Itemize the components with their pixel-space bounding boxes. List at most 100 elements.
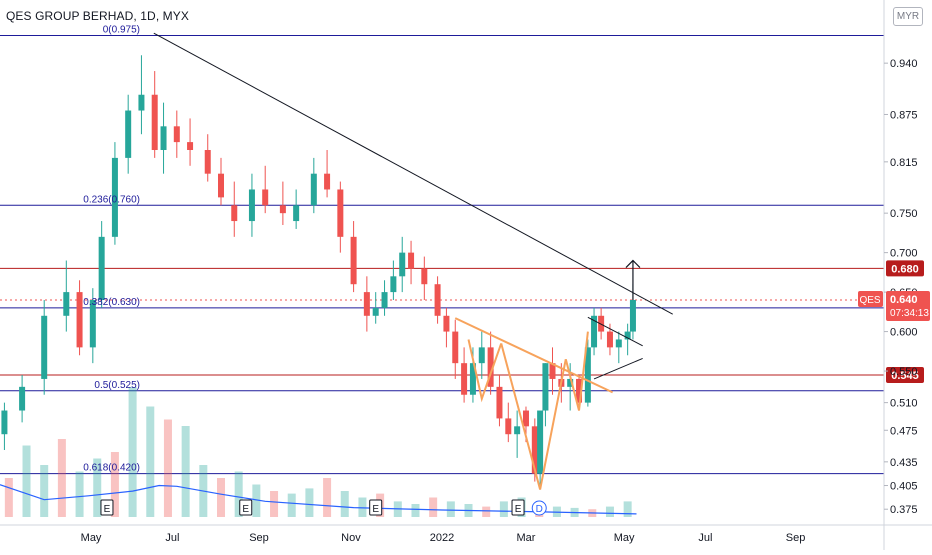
time-tick-label: Sep [249,532,269,544]
earnings-marker-label: E [104,504,111,515]
candle-body [41,315,48,379]
trendline-downtrend[interactable] [153,32,673,315]
candle-body [204,150,211,174]
earnings-marker-label: E [242,504,249,515]
fib-level-label: 0.618(0.420) [83,463,140,474]
candle-body [408,252,415,269]
candle-body [549,363,556,379]
time-tick-label: May [614,532,635,544]
bar-countdown: 07:34:13 [890,308,929,319]
volume-bar [181,426,190,517]
trendlines [153,32,673,490]
volume-bar [411,504,420,517]
price-tick-label: 0.475 [890,425,918,437]
candle-body [63,292,70,316]
trendline-triangle-upper[interactable] [587,316,643,347]
candle-body [350,236,357,285]
candle-body [505,418,512,435]
candle-body [1,410,8,435]
price-tick-label: 0.815 [890,157,918,169]
candle-body [248,189,255,222]
candle-body [231,205,238,222]
earnings-marker[interactable] [239,499,253,516]
earnings-marker[interactable] [511,499,525,516]
currency-button[interactable]: MYR [893,7,923,26]
candle-body [615,339,622,348]
horizontal-levels [0,267,884,376]
price-tick-label: 0.700 [890,248,918,260]
price-tick-label: 0.435 [890,457,918,469]
symbol-badge-label: QES [859,295,880,306]
volume-bar [57,439,66,517]
fib-level-lines [0,35,884,475]
last-price-badge [886,291,930,321]
projection-arrow-head [625,259,641,268]
candle-body [310,173,317,206]
candle-body [496,386,503,419]
price-level-badge [886,367,924,383]
volume-bar [22,445,31,517]
candle-body [478,347,485,364]
candle-body [372,307,379,316]
price-tick-label: 0.875 [890,109,918,121]
time-tick-label: Mar [517,532,536,544]
pattern-left-shoulder[interactable] [467,339,503,403]
chart-title: QES GROUP BERHAD, 1D, MYX [6,9,189,23]
volume-bar [429,497,438,517]
price-tick-label: 0.405 [890,481,918,493]
volume-bar [128,387,137,517]
volume-bar [446,501,455,517]
candle-body [461,363,468,395]
candle-body [452,331,459,364]
pattern-head[interactable] [500,343,567,490]
volume-bar [340,491,349,517]
candle-body [160,126,167,150]
fib-level-label: 0.382(0.630) [83,297,140,308]
candle-body [324,173,331,190]
volume-bar [146,406,155,517]
candle-body [584,347,591,403]
candle-body [522,410,529,427]
volume-bar [287,493,296,517]
candle-body [542,363,549,411]
earnings-marker[interactable] [100,499,114,516]
candle-body [591,315,598,348]
dividend-marker[interactable] [531,500,547,516]
candle-body [624,331,631,340]
volume-bar [482,506,491,517]
dividend-marker-label: D [536,504,543,515]
price-tick-label: 0.750 [890,208,918,220]
fib-labels: 0(0.975) 0.236(0.760) 0.382(0.630) 0.5(0.52… [83,25,140,474]
candle-body [173,126,180,143]
earnings-marker[interactable] [369,499,383,516]
candle-body [19,386,26,411]
price-tick-label: 0.940 [890,58,918,70]
candle-body [629,300,636,332]
trendline-triangle-lower[interactable] [593,357,643,380]
pattern-right-shoulder[interactable] [564,331,589,411]
candle-body [606,331,613,348]
symbol-badge[interactable] [858,291,883,307]
candle-body [293,205,300,222]
fib-level-label: 0.236(0.760) [83,194,140,205]
volume-bar [323,478,332,517]
price-tick-label: 0.510 [890,398,918,410]
candle-body [89,300,96,348]
earnings-marker-label: E [372,504,379,515]
price-tick-label: 0.600 [890,327,918,339]
earnings-marker-label: E [515,504,522,515]
time-tick-label: Sep [786,532,806,544]
volume-ma-path [0,484,637,515]
candle-body [537,410,544,474]
price-level-badge [886,260,924,277]
volume-bar [252,484,261,517]
volume-bar [40,465,49,517]
volume-bar [93,458,102,517]
candle-body [399,252,406,277]
trendline-neckline[interactable] [454,317,614,394]
price-tick-label: 0.550 [890,366,918,378]
candlesticks [1,55,636,490]
